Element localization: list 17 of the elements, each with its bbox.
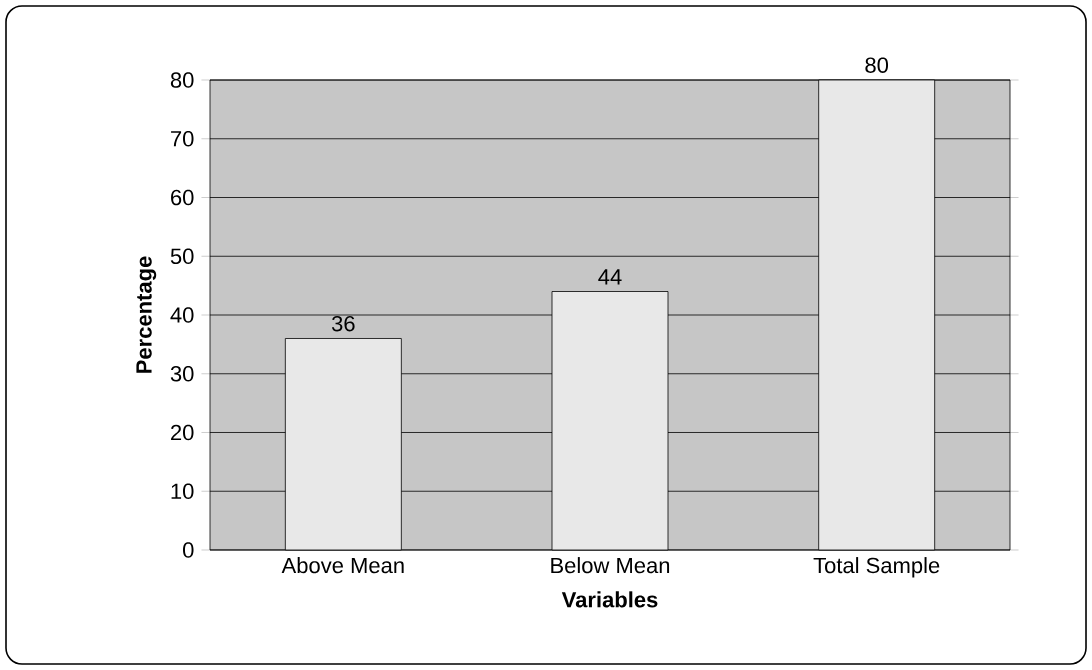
y-tick-label: 0 — [183, 542, 194, 558]
y-tick-label: 20 — [171, 424, 194, 441]
y-axis-title: Percentage — [136, 256, 157, 373]
y-tick-label: 80 — [170, 72, 194, 88]
x-tick-label: Total Sample — [813, 557, 940, 578]
x-axis-title: Variables — [561, 591, 658, 608]
data-label: 80 — [865, 57, 889, 73]
x-tick-label: Above Mean — [281, 557, 404, 574]
y-tick-label: 30 — [170, 365, 194, 382]
y-tick-label: 70 — [171, 130, 194, 147]
y-tick-label: 40 — [170, 307, 194, 323]
data-label: 44 — [598, 269, 622, 285]
y-tick-label: 10 — [171, 483, 194, 500]
x-tick-label: Below Mean — [551, 557, 670, 574]
data-label: 36 — [331, 315, 355, 332]
y-tick-label: 60 — [171, 189, 194, 206]
y-tick-label: 50 — [170, 248, 194, 265]
